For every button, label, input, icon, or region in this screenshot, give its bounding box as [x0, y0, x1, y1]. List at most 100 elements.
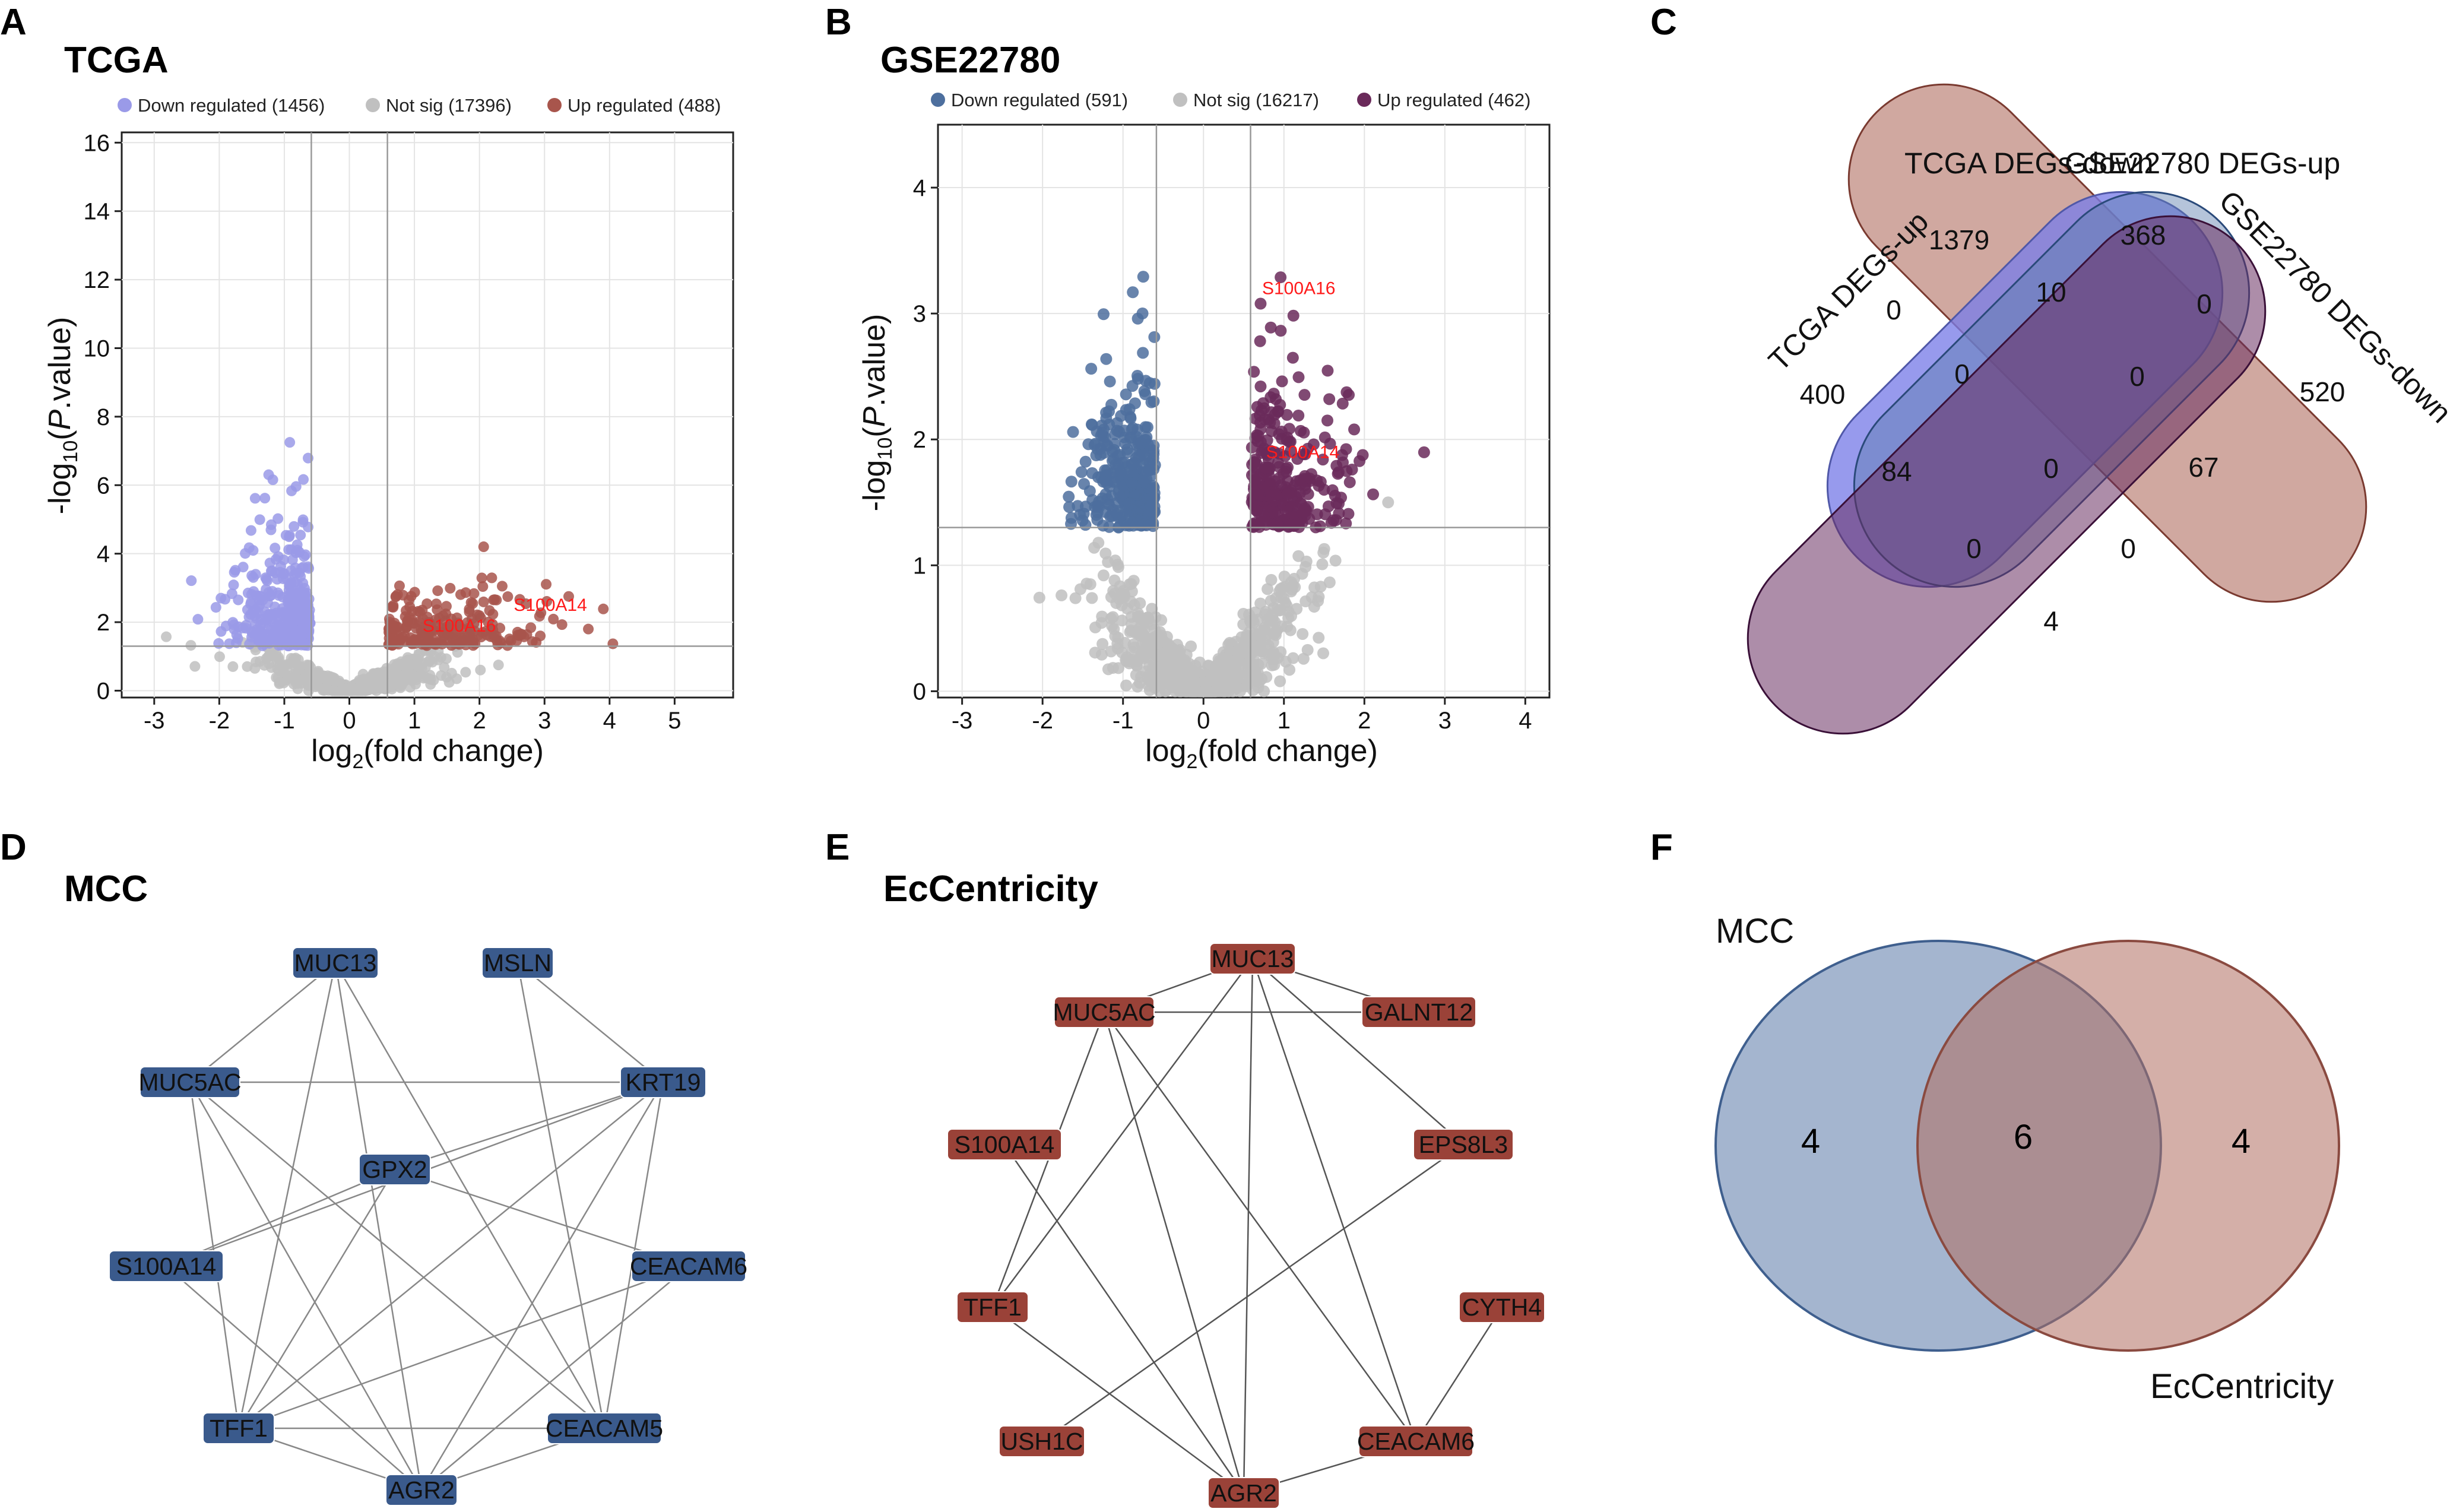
venn-region-value: 0 — [1966, 533, 1982, 564]
point-notsig — [1109, 630, 1121, 642]
point-up — [1321, 414, 1333, 427]
point-down — [1093, 501, 1105, 513]
point-down — [220, 620, 232, 632]
point-up — [1254, 416, 1266, 429]
point-up — [460, 639, 471, 651]
point-down — [271, 625, 282, 636]
point-down — [1100, 407, 1113, 419]
point-down — [1120, 404, 1132, 416]
points-b — [1033, 271, 1430, 698]
point-down — [1113, 512, 1126, 524]
point-notsig — [1291, 603, 1303, 615]
x-tick-label: -3 — [952, 708, 973, 734]
network-node-box — [202, 1412, 275, 1444]
point-notsig — [424, 654, 435, 665]
point-notsig — [1086, 592, 1098, 604]
point-notsig — [452, 646, 463, 658]
x-tick-label: 0 — [343, 708, 356, 734]
legend-label-up: Up regulated (488) — [568, 95, 721, 116]
point-notsig — [404, 658, 415, 670]
point-notsig — [277, 660, 289, 671]
point-up — [465, 597, 477, 608]
point-up — [430, 598, 442, 610]
point-up — [1291, 453, 1304, 465]
network-node-label: MUC13 — [1212, 945, 1294, 972]
point-notsig — [1196, 665, 1208, 678]
point-up — [1268, 417, 1281, 430]
point-notsig — [1069, 592, 1082, 604]
point-up — [1272, 405, 1284, 418]
point-notsig — [266, 662, 277, 673]
x-tick-label: 2 — [1358, 708, 1371, 734]
point-down — [1127, 458, 1139, 471]
panel-a-title: TCGA — [64, 40, 169, 81]
point-down — [261, 573, 272, 585]
point-notsig — [1156, 635, 1168, 648]
network-node-box — [481, 947, 554, 979]
point-down — [1137, 448, 1150, 461]
point-notsig — [1145, 643, 1158, 655]
y-axis-label-b: -log10(P.value) — [857, 314, 896, 512]
legend-tcga: Down regulated (1456) Not sig (17396) Up… — [118, 95, 721, 116]
point-notsig — [274, 677, 286, 688]
network-node: TFF1 — [956, 1291, 1029, 1323]
point-up — [1346, 463, 1358, 476]
y-tick-label: 4 — [913, 175, 926, 201]
point-notsig — [1300, 595, 1312, 608]
venn-region-value: 84 — [1881, 456, 1912, 487]
network-node-box — [956, 1291, 1029, 1323]
point-notsig — [185, 640, 196, 651]
point-down — [295, 530, 306, 541]
point-down — [233, 594, 244, 606]
point-down — [298, 637, 309, 648]
point-notsig — [1279, 655, 1292, 668]
network-node-label: CEACAM6 — [630, 1253, 747, 1280]
point-up — [541, 596, 553, 607]
y-tick-label: 6 — [97, 473, 110, 499]
point-up — [1340, 517, 1352, 530]
point-up — [1332, 468, 1344, 480]
point-up — [1288, 519, 1301, 532]
point-notsig — [1230, 654, 1243, 667]
point-notsig — [1241, 677, 1254, 690]
point-up — [476, 572, 487, 584]
point-up — [1321, 364, 1334, 377]
legend-label-notsig: Not sig (17396) — [386, 95, 512, 116]
gene-label-s100a16-b: S100A16 — [1262, 279, 1335, 299]
point-up — [1245, 441, 1258, 454]
point-notsig — [1230, 635, 1243, 648]
point-notsig — [1106, 620, 1118, 632]
legend-gse22780: Down regulated (591) Not sig (16217) Up … — [931, 90, 1531, 110]
point-up — [1327, 514, 1340, 527]
point-down — [1075, 466, 1088, 478]
panel-label-a: A — [0, 2, 27, 43]
point-notsig — [1209, 685, 1222, 698]
network-node-label: S100A14 — [116, 1253, 217, 1280]
point-notsig — [1267, 646, 1280, 658]
point-notsig — [161, 631, 172, 642]
network-node: CEACAM6 — [1357, 1425, 1475, 1457]
point-notsig — [1242, 646, 1254, 658]
network-node-label: GALNT12 — [1365, 999, 1473, 1026]
point-notsig — [386, 668, 398, 679]
x-axis-label-a: log2(fold change) — [311, 734, 544, 773]
point-notsig — [1254, 597, 1267, 610]
point-up — [541, 579, 552, 590]
x-tick-label: -2 — [1032, 708, 1053, 734]
y-axis-label-a: -log10(P.value) — [43, 317, 82, 515]
venn-region-values: 1379 368 0 0 10 400 0 0 520 84 0 67 0 0 … — [1800, 220, 2346, 636]
network-node: GALNT12 — [1361, 996, 1476, 1028]
point-up — [383, 623, 394, 635]
point-up — [1248, 474, 1261, 486]
point-down — [1067, 426, 1079, 438]
point-notsig — [410, 671, 421, 683]
legend-label-notsig: Not sig (16217) — [1193, 90, 1319, 110]
point-down — [1111, 417, 1123, 429]
point-notsig — [395, 660, 407, 671]
point-notsig — [1297, 627, 1309, 640]
point-notsig — [1317, 647, 1329, 660]
point-up — [444, 629, 455, 641]
venn-value-left: 4 — [1801, 1122, 1820, 1161]
point-notsig — [1089, 646, 1101, 659]
